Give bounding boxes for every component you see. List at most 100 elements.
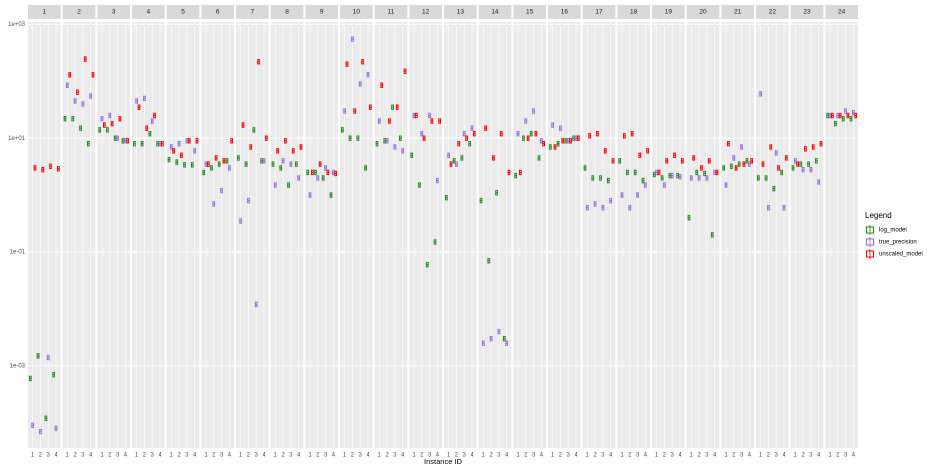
x-tick-label: 3 (844, 453, 848, 459)
x-tick-label: 3 (393, 453, 397, 459)
x-tick-label: 2 (351, 453, 355, 459)
x-tick-label: 1 (412, 453, 416, 459)
panel (582, 22, 616, 448)
strip-label: 14 (491, 9, 499, 16)
x-tick-label: 2 (524, 453, 528, 459)
x-tick-label: 4 (470, 453, 474, 459)
strip (582, 5, 616, 19)
x-tick-label: 3 (463, 453, 467, 459)
x-tick-label: 4 (89, 453, 93, 459)
x-tick-label: 1 (690, 453, 694, 459)
x-tick-label: 3 (809, 453, 813, 459)
panel (409, 22, 442, 448)
panel (97, 22, 130, 448)
x-tick-label: 1 (655, 453, 659, 459)
strip (201, 5, 234, 19)
x-tick-label: 3 (775, 453, 779, 459)
panel (478, 22, 512, 448)
legend-title: Legend (865, 211, 892, 220)
strip-label: 16 (561, 9, 569, 16)
x-tick-label: 3 (740, 453, 744, 459)
strip (409, 5, 442, 19)
x-tick-label: 2 (732, 453, 736, 459)
panel (790, 22, 824, 448)
x-tick-label: 4 (713, 453, 717, 459)
strip-label: 3 (112, 9, 116, 16)
x-tick-label: 1 (620, 453, 624, 459)
panel (652, 22, 685, 448)
x-tick-label: 4 (158, 453, 162, 459)
strip (374, 5, 408, 19)
x-tick-label: 3 (567, 453, 571, 459)
x-tick-label: 1 (828, 453, 832, 459)
x-tick-label: 2 (247, 453, 251, 459)
panel (721, 22, 754, 448)
x-tick-label: 1 (482, 453, 486, 459)
panel (28, 22, 61, 448)
x-tick-label: 1 (135, 453, 139, 459)
x-tick-label: 2 (212, 453, 216, 459)
x-tick-label: 4 (228, 453, 232, 459)
x-tick-label: 1 (794, 453, 798, 459)
x-tick-label: 4 (644, 453, 648, 459)
x-tick-label: 2 (420, 453, 424, 459)
strip-label: 1 (43, 9, 47, 16)
x-tick-label: 2 (316, 453, 320, 459)
panel (132, 22, 165, 448)
strip-label: 18 (630, 9, 638, 16)
x-tick-label: 4 (332, 453, 336, 459)
strip-label: 13 (457, 9, 465, 16)
x-tick-label: 3 (324, 453, 328, 459)
x-tick-label: 2 (281, 453, 285, 459)
panel (374, 22, 408, 448)
x-tick-label: 4 (817, 453, 821, 459)
x-tick-label: 2 (143, 453, 147, 459)
x-tick-label: 1 (274, 453, 278, 459)
legend-label: true_precision (879, 240, 917, 246)
strip (132, 5, 165, 19)
x-tick-label: 2 (767, 453, 771, 459)
x-tick-label: 1 (204, 453, 208, 459)
strip-label: 20 (699, 9, 707, 16)
x-tick-label: 3 (185, 453, 189, 459)
strip (270, 5, 304, 19)
strip (721, 5, 754, 19)
x-tick-label: 4 (366, 453, 370, 459)
strip (790, 5, 824, 19)
x-tick-label: 1 (100, 453, 104, 459)
panel (305, 22, 338, 448)
x-tick-label: 4 (193, 453, 197, 459)
x-tick-label: 4 (748, 453, 752, 459)
strip-label: 12 (422, 9, 430, 16)
strip-label: 15 (526, 9, 534, 16)
strip-label: 7 (251, 9, 255, 16)
x-tick-label: 2 (489, 453, 493, 459)
strip (617, 5, 650, 19)
strip-label: 5 (181, 9, 185, 16)
strip (513, 5, 546, 19)
strip-label: 19 (665, 9, 673, 16)
legend-label: unscaled_model (879, 252, 923, 258)
x-tick-label: 2 (593, 453, 597, 459)
legend-label: log_model (879, 228, 907, 234)
y-tick-label: 1e+01 (8, 136, 26, 142)
x-tick-label: 4 (436, 453, 440, 459)
x-tick-label: 3 (289, 453, 293, 459)
x-tick-label: 4 (297, 453, 301, 459)
strip (340, 5, 373, 19)
strip-label: 9 (320, 9, 324, 16)
panel (617, 22, 650, 448)
strip (236, 5, 269, 19)
strip-label: 11 (388, 9, 395, 16)
x-tick-label: 2 (39, 453, 43, 459)
x-tick-label: 3 (47, 453, 51, 459)
strip-label: 23 (803, 9, 811, 16)
x-tick-label: 2 (663, 453, 667, 459)
x-tick-label: 3 (359, 453, 363, 459)
strip-label: 6 (216, 9, 220, 16)
x-tick-label: 2 (177, 453, 181, 459)
x-tick-label: 2 (108, 453, 112, 459)
strip-label: 2 (77, 9, 81, 16)
panel (548, 22, 581, 448)
x-tick-label: 1 (66, 453, 70, 459)
